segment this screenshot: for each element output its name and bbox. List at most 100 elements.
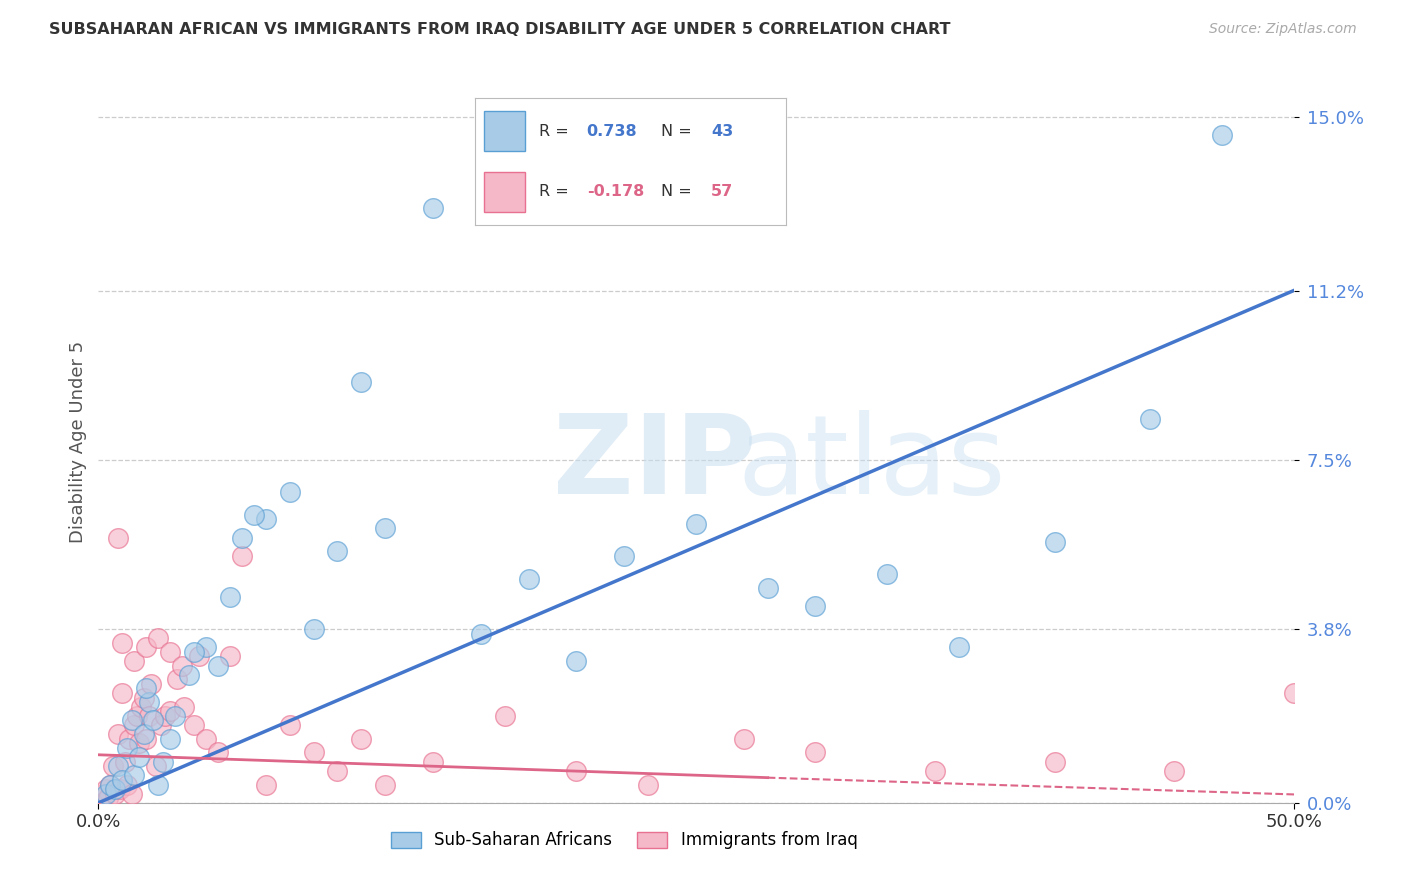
Point — [613, 549, 636, 563]
Point — [350, 375, 373, 389]
Point — [98, 777, 122, 791]
Point — [124, 768, 146, 782]
Point — [121, 787, 143, 801]
Point — [302, 622, 325, 636]
Point — [231, 531, 253, 545]
Legend: Sub-Saharan Africans, Immigrants from Iraq: Sub-Saharan Africans, Immigrants from Ir… — [384, 824, 865, 856]
Point — [124, 718, 146, 732]
Point — [374, 777, 396, 791]
Point — [91, 787, 114, 801]
Point — [183, 718, 205, 732]
Point — [159, 704, 181, 718]
Text: Source: ZipAtlas.com: Source: ZipAtlas.com — [1209, 22, 1357, 37]
Point — [1043, 535, 1066, 549]
Point — [111, 772, 134, 787]
Point — [565, 654, 588, 668]
Point — [124, 654, 146, 668]
Point — [179, 667, 201, 681]
Text: SUBSAHARAN AFRICAN VS IMMIGRANTS FROM IRAQ DISABILITY AGE UNDER 5 CORRELATION CH: SUBSAHARAN AFRICAN VS IMMIGRANTS FROM IR… — [49, 22, 950, 37]
Point — [243, 508, 266, 522]
Point — [1211, 128, 1233, 143]
Point — [125, 709, 148, 723]
Point — [97, 791, 120, 805]
Point — [924, 764, 946, 778]
Point — [94, 782, 117, 797]
Point — [107, 531, 129, 545]
Point — [152, 755, 174, 769]
Text: atlas: atlas — [738, 409, 1007, 516]
Point — [159, 731, 181, 746]
Point — [422, 202, 444, 216]
Point — [172, 658, 194, 673]
Point — [350, 731, 373, 746]
Point — [1163, 764, 1185, 778]
Point — [1282, 686, 1305, 700]
Point — [1139, 411, 1161, 425]
Point — [132, 690, 155, 705]
Point — [374, 521, 396, 535]
Point — [948, 640, 970, 655]
Point — [90, 791, 112, 805]
Point — [804, 746, 827, 760]
Point — [1043, 755, 1066, 769]
Point — [756, 581, 779, 595]
Point — [183, 645, 205, 659]
Point — [111, 636, 134, 650]
Text: ZIP: ZIP — [553, 409, 756, 516]
Point — [207, 658, 229, 673]
Point — [149, 718, 172, 732]
Point — [278, 484, 301, 499]
Point — [685, 516, 707, 531]
Point — [173, 699, 195, 714]
Point — [159, 645, 181, 659]
Point — [195, 731, 218, 746]
Point — [108, 782, 131, 797]
Point — [101, 759, 124, 773]
Point — [139, 677, 162, 691]
Point — [422, 755, 444, 769]
Point — [107, 727, 129, 741]
Point — [114, 755, 136, 769]
Point — [115, 777, 138, 791]
Point — [166, 673, 188, 687]
Point — [565, 764, 588, 778]
Point — [145, 759, 167, 773]
Point — [118, 731, 141, 746]
Point — [104, 787, 127, 801]
Point — [132, 727, 155, 741]
Point — [219, 590, 242, 604]
Point — [187, 649, 209, 664]
Point — [131, 699, 153, 714]
Point — [135, 640, 157, 655]
Point — [278, 718, 301, 732]
Point — [733, 731, 755, 746]
Point — [637, 777, 659, 791]
Point — [302, 746, 325, 760]
Point — [135, 681, 157, 696]
Point — [142, 714, 165, 728]
Point — [148, 631, 170, 645]
Point — [121, 714, 143, 728]
Point — [876, 567, 898, 582]
Point — [470, 626, 492, 640]
Point — [155, 709, 177, 723]
Point — [494, 709, 516, 723]
Point — [115, 740, 138, 755]
Point — [219, 649, 242, 664]
Point — [254, 512, 277, 526]
Point — [128, 736, 150, 750]
Point — [207, 746, 229, 760]
Point — [138, 709, 160, 723]
Point — [231, 549, 253, 563]
Point — [517, 572, 540, 586]
Point — [104, 782, 127, 797]
Point — [138, 695, 160, 709]
Point — [254, 777, 277, 791]
Point — [98, 777, 122, 791]
Point — [128, 750, 150, 764]
Point — [163, 709, 186, 723]
Point — [804, 599, 827, 614]
Point — [326, 544, 349, 558]
Point — [148, 777, 170, 791]
Point — [135, 731, 157, 746]
